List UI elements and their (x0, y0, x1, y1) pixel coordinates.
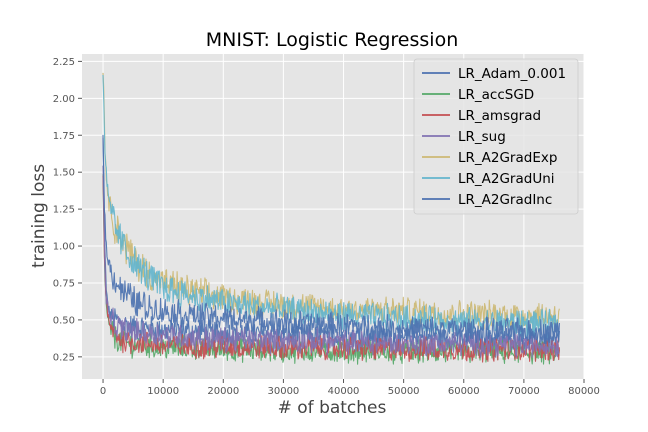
legend-label: LR_A2GradExp (458, 150, 557, 166)
x-axis-ticks: 0 10000 20000 30000 40000 50000 60000 70000 8000… (100, 379, 600, 397)
y-tick-label: 1.75 (53, 131, 75, 142)
legend-box (413, 58, 579, 215)
x-tick-label: 50000 (388, 386, 420, 397)
y-tick-label: 1.25 (53, 205, 75, 216)
x-tick-label: 20000 (207, 386, 239, 397)
y-tick-label: 2.00 (53, 94, 75, 105)
y-tick-label: 2.25 (53, 57, 75, 68)
y-tick-label: 1.50 (53, 168, 75, 179)
x-tick-label: 30000 (267, 386, 299, 397)
legend-label: LR_sug (458, 129, 506, 145)
y-tick-label: 0.75 (53, 278, 75, 289)
legend-label: LR_A2GradUni (458, 171, 555, 187)
x-tick-label: 40000 (328, 386, 360, 397)
y-tick-label: 0.50 (53, 315, 75, 326)
chart-title: MNIST: Logistic Regression (206, 29, 458, 51)
y-axis-ticks: 0.25 0.50 0.75 1.00 1.25 1.50 1.75 2.00 2.25 (53, 57, 82, 363)
x-tick-label: 10000 (147, 386, 179, 397)
series-lines (102, 72, 560, 365)
y-axis-label: training loss (29, 164, 49, 268)
x-tick-label: 70000 (508, 386, 540, 397)
x-tick-label: 0 (100, 386, 106, 397)
x-tick-label: 80000 (568, 386, 600, 397)
y-tick-label: 1.00 (53, 242, 75, 253)
x-tick-label: 60000 (448, 386, 480, 397)
y-tick-label: 0.25 (53, 352, 75, 363)
x-axis-label: # of batches (278, 398, 387, 418)
legend-label: LR_Adam_0.001 (458, 66, 566, 82)
series-line-lr-a2gradinc (102, 134, 560, 346)
legend-label: LR_A2GradInc (458, 192, 552, 208)
legend-label: LR_amsgrad (458, 108, 541, 124)
legend-label: LR_accSGD (458, 87, 534, 103)
legend: LR_Adam_0.001 LR_accSGD LR_amsgrad LR_sug LR… (413, 58, 579, 215)
